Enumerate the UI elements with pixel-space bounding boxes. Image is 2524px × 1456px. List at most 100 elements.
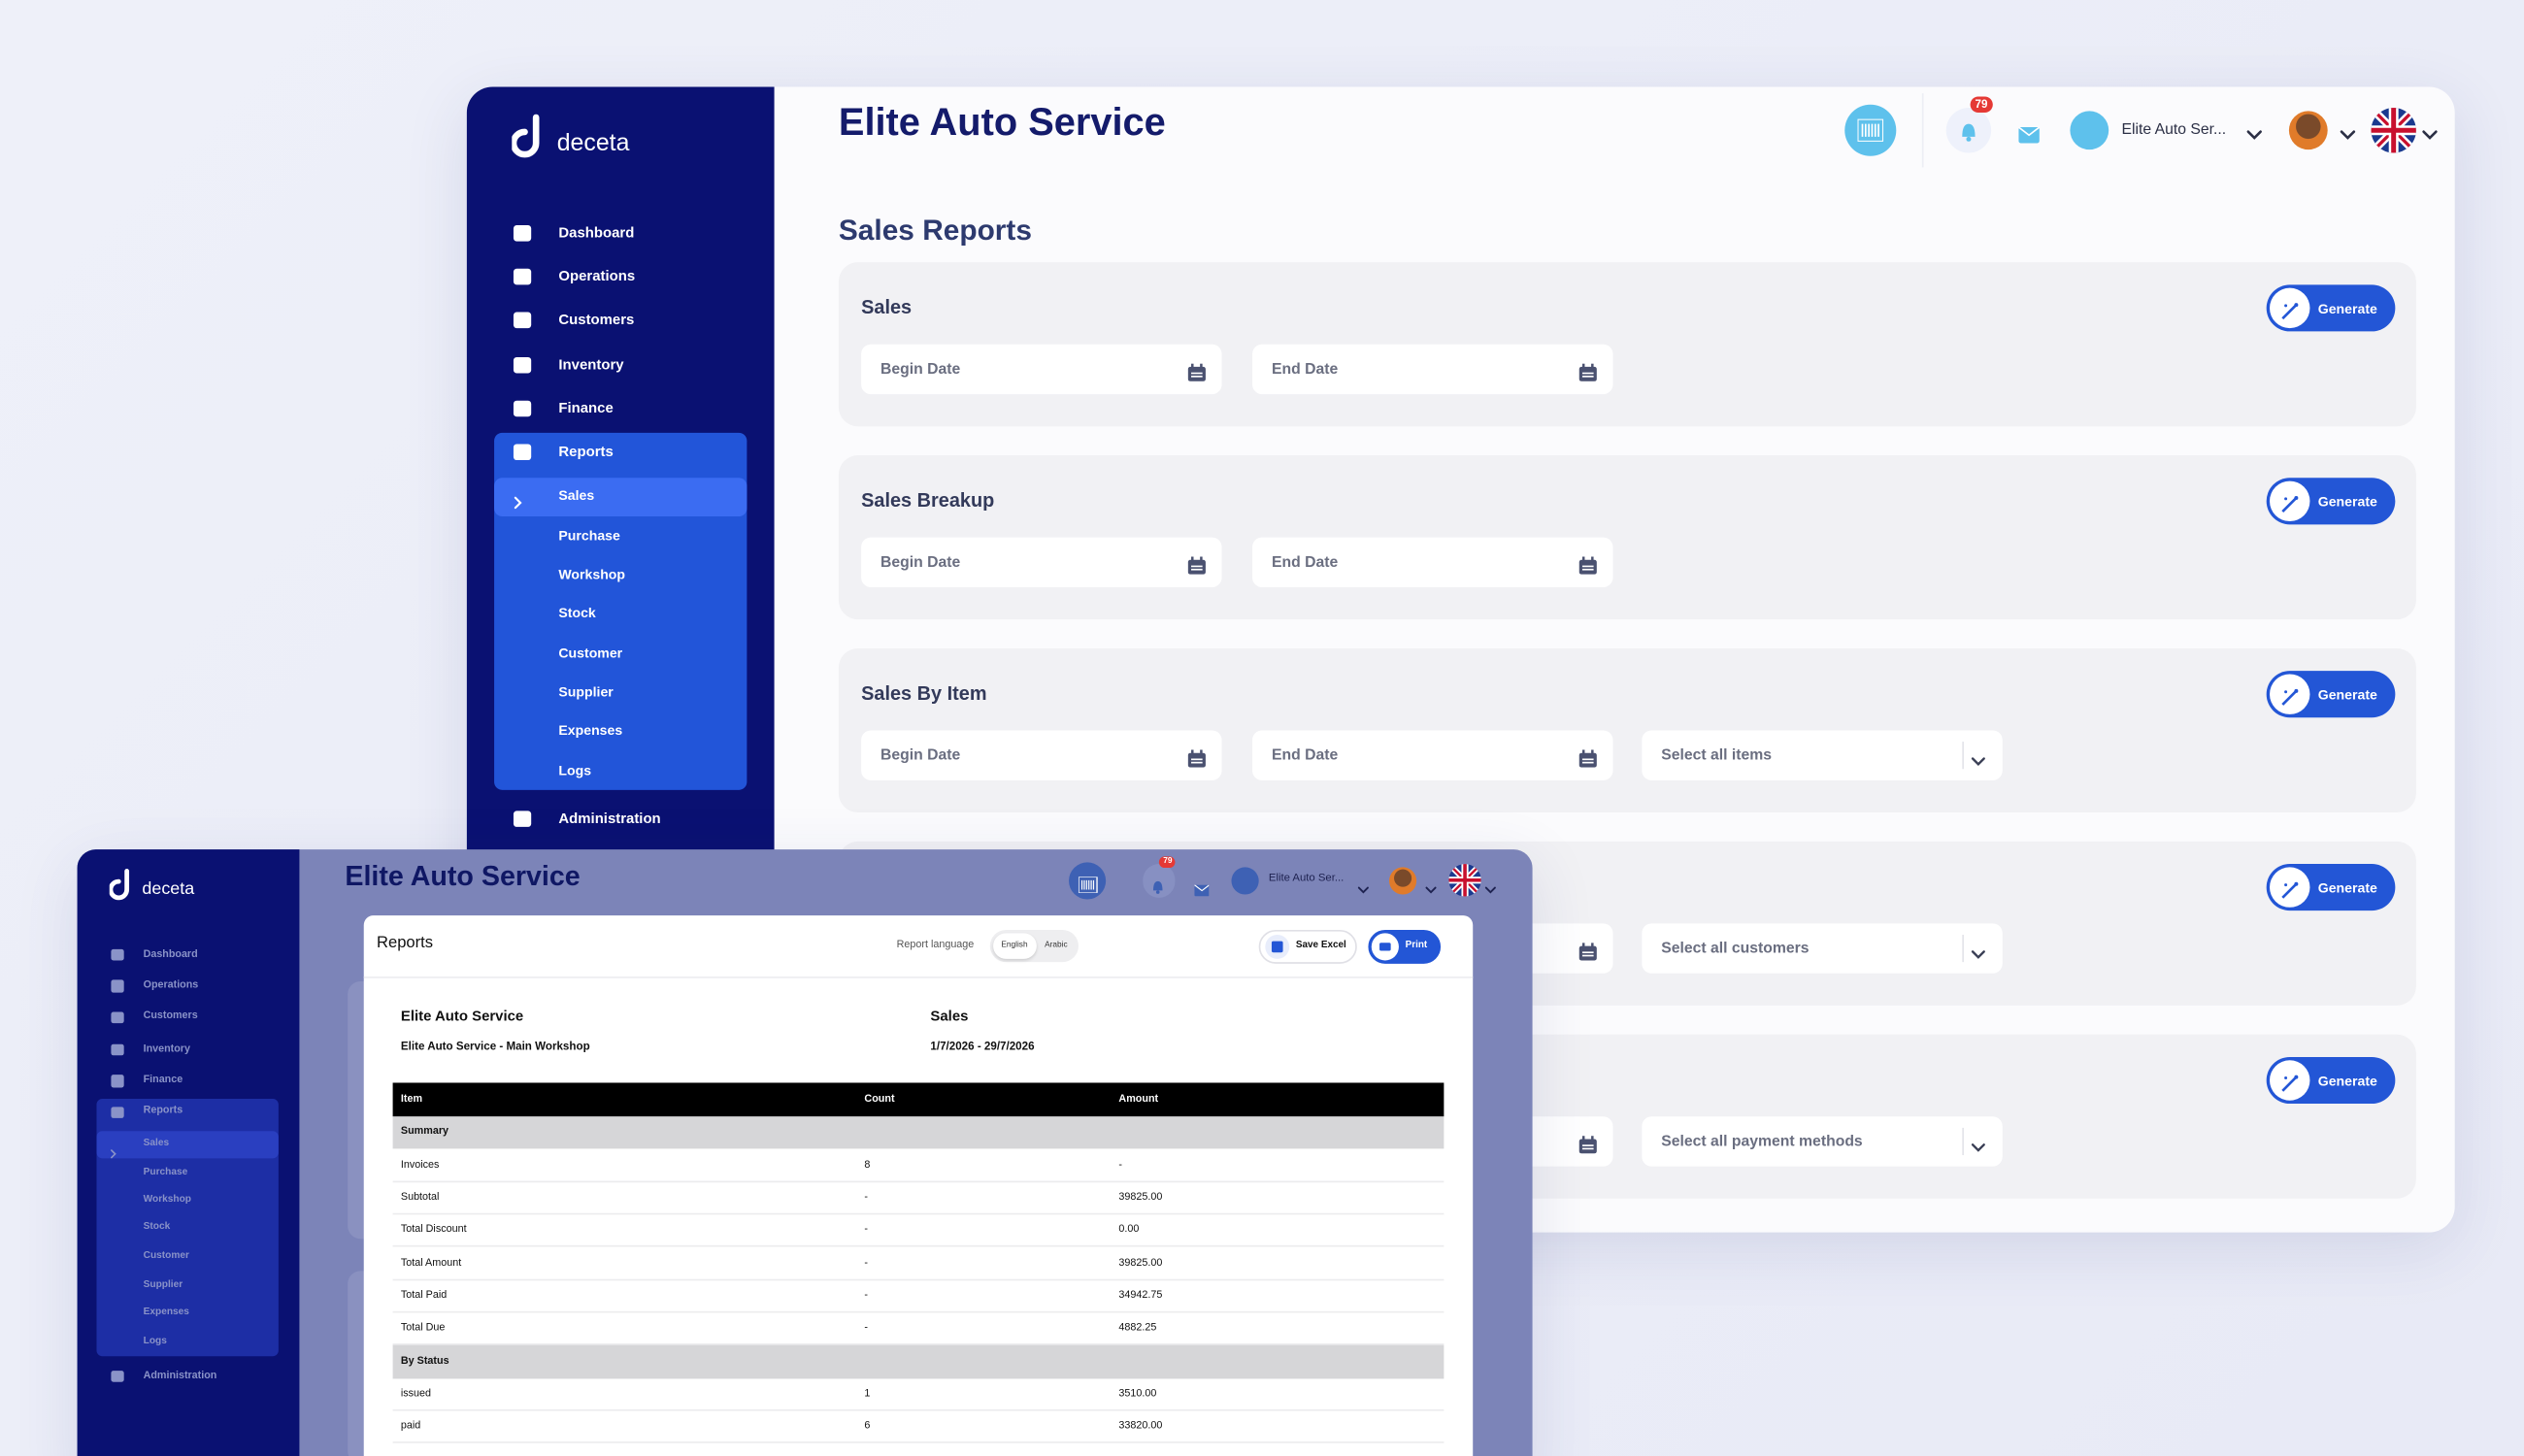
submenu-item[interactable]: Workshop xyxy=(558,566,626,582)
language-option[interactable]: English xyxy=(1001,940,1028,950)
flag[interactable] xyxy=(2371,108,2416,153)
nav-item[interactable]: Dashboard xyxy=(143,947,198,960)
table-cell: 0.00 xyxy=(1118,1224,1140,1236)
submenu-item[interactable]: Supplier xyxy=(143,1278,183,1290)
chevron xyxy=(1971,747,1987,766)
table-cell: 39825.00 xyxy=(1118,1191,1163,1204)
notification-badge: 79 xyxy=(1970,96,1993,114)
table-cell: issued xyxy=(400,1387,432,1400)
avatar[interactable] xyxy=(2288,111,2328,150)
nav-item[interactable]: Dashboard xyxy=(558,224,635,241)
app-title: Elite Auto Service xyxy=(838,101,1166,146)
table-cell: - xyxy=(864,1289,869,1302)
select-field[interactable] xyxy=(1642,1116,2003,1167)
branch-name: Elite Auto Ser... xyxy=(1268,874,1345,885)
date-field[interactable] xyxy=(1252,537,1613,587)
save-glyph xyxy=(1271,941,1283,953)
date-field[interactable] xyxy=(861,730,1222,780)
logo-mark xyxy=(108,869,135,904)
calendar-icon-glyph xyxy=(1187,749,1206,768)
submenu-item[interactable]: Purchase xyxy=(143,1166,188,1177)
mail xyxy=(1194,875,1211,896)
nav-item[interactable]: Operations xyxy=(558,267,636,284)
branch-icon[interactable] xyxy=(2070,111,2109,150)
nav-item[interactable]: Customers xyxy=(558,311,635,328)
date-placeholder: Begin Date xyxy=(880,552,961,571)
submenu-item[interactable]: Expenses xyxy=(558,721,623,739)
submenu-item[interactable]: Supplier xyxy=(558,683,614,700)
barcode-glyph xyxy=(1078,877,1098,895)
wand xyxy=(2281,299,2299,320)
nav-item[interactable]: Customers xyxy=(143,1010,198,1022)
date-field[interactable] xyxy=(861,537,1222,587)
nav-item[interactable]: Reports xyxy=(558,443,614,460)
chevron-glyph xyxy=(2245,129,2262,140)
date-field[interactable] xyxy=(1252,344,1613,395)
active-item[interactable] xyxy=(494,478,747,517)
print-label: Print xyxy=(1405,941,1428,951)
flag-glyph xyxy=(2371,108,2416,153)
avatar[interactable] xyxy=(1389,867,1417,895)
logo-mark xyxy=(510,114,547,163)
nav-item[interactable]: Administration xyxy=(143,1370,217,1381)
column-header: Amount xyxy=(1118,1092,1159,1105)
calendar-icon xyxy=(1578,746,1597,768)
generate-label: Generate xyxy=(2317,878,2377,895)
table-cell: 34942.75 xyxy=(1118,1289,1163,1302)
barcode xyxy=(1078,873,1098,895)
submenu-item[interactable]: Sales xyxy=(143,1137,170,1149)
nav-icon xyxy=(513,225,532,242)
submenu-item[interactable]: Expenses xyxy=(143,1306,189,1318)
table-cell: - xyxy=(864,1191,869,1204)
submenu-item[interactable]: Sales xyxy=(558,486,595,504)
calendar-icon xyxy=(1578,940,1597,961)
nav-item[interactable]: Reports xyxy=(143,1105,183,1117)
date-field[interactable] xyxy=(1252,730,1613,780)
chevron xyxy=(1971,1134,1987,1151)
nav-item[interactable]: Finance xyxy=(143,1074,183,1086)
submenu-item[interactable]: Purchase xyxy=(558,527,620,544)
submenu-item[interactable]: Stock xyxy=(558,604,596,621)
submenu-item[interactable]: Workshop xyxy=(143,1193,191,1206)
nav-item[interactable]: Operations xyxy=(143,978,199,991)
table-cell: - xyxy=(864,1257,869,1269)
calendar-icon-glyph xyxy=(1578,1136,1597,1154)
table-cell: - xyxy=(864,1322,869,1335)
language-option[interactable]: Arabic xyxy=(1045,940,1068,950)
nav-icon xyxy=(513,356,532,374)
save-excel-label: Save Excel xyxy=(1295,941,1346,951)
nav-item[interactable]: Administration xyxy=(558,810,661,827)
mail-glyph xyxy=(2017,126,2041,144)
submenu-item[interactable]: Logs xyxy=(558,762,592,778)
calendar-icon-glyph xyxy=(1578,943,1597,961)
date-placeholder: End Date xyxy=(1271,359,1339,379)
bell xyxy=(1151,874,1165,895)
flag[interactable] xyxy=(1447,864,1481,898)
nav-item[interactable]: Inventory xyxy=(143,1042,190,1055)
submenu-item[interactable]: Stock xyxy=(143,1221,171,1234)
branch-icon[interactable] xyxy=(1231,867,1260,895)
calendar-icon xyxy=(1578,553,1597,575)
active-item[interactable] xyxy=(96,1131,280,1159)
table-header xyxy=(392,1082,1445,1116)
nav-item[interactable]: Finance xyxy=(558,399,614,416)
barcode xyxy=(1856,117,1885,143)
select-field[interactable] xyxy=(1642,730,2003,780)
calendar-icon xyxy=(1187,746,1206,768)
table-cell: 4882.25 xyxy=(1118,1322,1157,1335)
select-field[interactable] xyxy=(1642,923,2003,974)
date-field[interactable] xyxy=(861,344,1222,395)
chevron xyxy=(2420,121,2438,140)
barcode-button[interactable] xyxy=(1844,104,1897,156)
section-label: By Status xyxy=(400,1355,449,1367)
header-divider xyxy=(1921,93,1924,168)
chevron xyxy=(1424,875,1437,893)
table-row xyxy=(392,1182,1445,1215)
submenu-item[interactable]: Logs xyxy=(143,1335,167,1347)
submenu-item[interactable]: Customer xyxy=(143,1250,189,1263)
language-label: Report language xyxy=(896,939,975,951)
generate-icon xyxy=(2270,867,2310,908)
submenu-item[interactable]: Customer xyxy=(558,645,623,661)
nav-item[interactable]: Inventory xyxy=(558,356,624,373)
